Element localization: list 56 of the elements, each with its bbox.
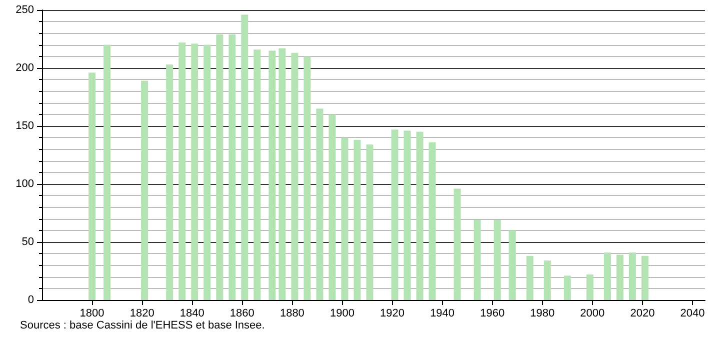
x-tick-label: 1920 — [380, 308, 405, 320]
bar — [328, 114, 336, 300]
bar — [178, 42, 186, 300]
x-tick-label: 1900 — [330, 308, 354, 320]
bar — [316, 108, 324, 300]
bar — [641, 256, 648, 300]
bar — [204, 44, 211, 300]
bar — [191, 44, 198, 300]
bar — [428, 142, 436, 300]
bar — [416, 132, 424, 300]
bar — [228, 34, 236, 300]
bar — [404, 130, 411, 300]
bar — [141, 80, 148, 300]
bar — [526, 256, 534, 300]
x-tick-label: 2020 — [630, 308, 655, 320]
bar — [454, 188, 461, 300]
bar — [278, 48, 286, 300]
x-tick-label: 1880 — [280, 308, 304, 320]
y-tick-label: 50 — [22, 236, 34, 248]
bar — [88, 72, 96, 300]
x-tick-label: 1960 — [480, 308, 505, 320]
bar — [544, 260, 551, 300]
bar — [628, 252, 636, 300]
bar — [304, 56, 311, 300]
y-tick-label: 100 — [16, 178, 34, 190]
x-tick-label: 1820 — [130, 308, 154, 320]
x-tick-label: 1800 — [80, 308, 104, 320]
bar — [254, 49, 261, 300]
bar — [268, 50, 276, 300]
bar — [586, 274, 594, 300]
x-tick-label: 1840 — [180, 308, 204, 320]
bar — [366, 144, 374, 300]
bar — [616, 254, 624, 300]
bar — [508, 230, 516, 300]
bar — [494, 220, 501, 300]
x-tick-label: 1940 — [430, 308, 455, 320]
bar — [166, 64, 174, 300]
bar — [474, 220, 481, 300]
bar — [391, 129, 398, 300]
x-tick-label: 2000 — [580, 308, 605, 320]
y-tick-label: 250 — [16, 4, 34, 16]
y-tick-label: 150 — [16, 120, 34, 132]
bar — [216, 34, 224, 300]
x-tick-label: 1980 — [530, 308, 555, 320]
bar — [241, 14, 248, 300]
y-tick-label: 0 — [28, 294, 34, 306]
bar — [341, 138, 348, 300]
source-note: Sources : base Cassini de l'EHESS et base Insee. — [20, 320, 265, 332]
bar — [354, 140, 361, 300]
x-tick-label: 2040 — [680, 308, 705, 320]
y-tick-label: 200 — [16, 62, 34, 74]
x-tick-label: 1860 — [230, 308, 254, 320]
bar — [604, 252, 611, 300]
bar — [564, 276, 571, 300]
bar — [291, 52, 298, 300]
bar — [104, 44, 111, 300]
